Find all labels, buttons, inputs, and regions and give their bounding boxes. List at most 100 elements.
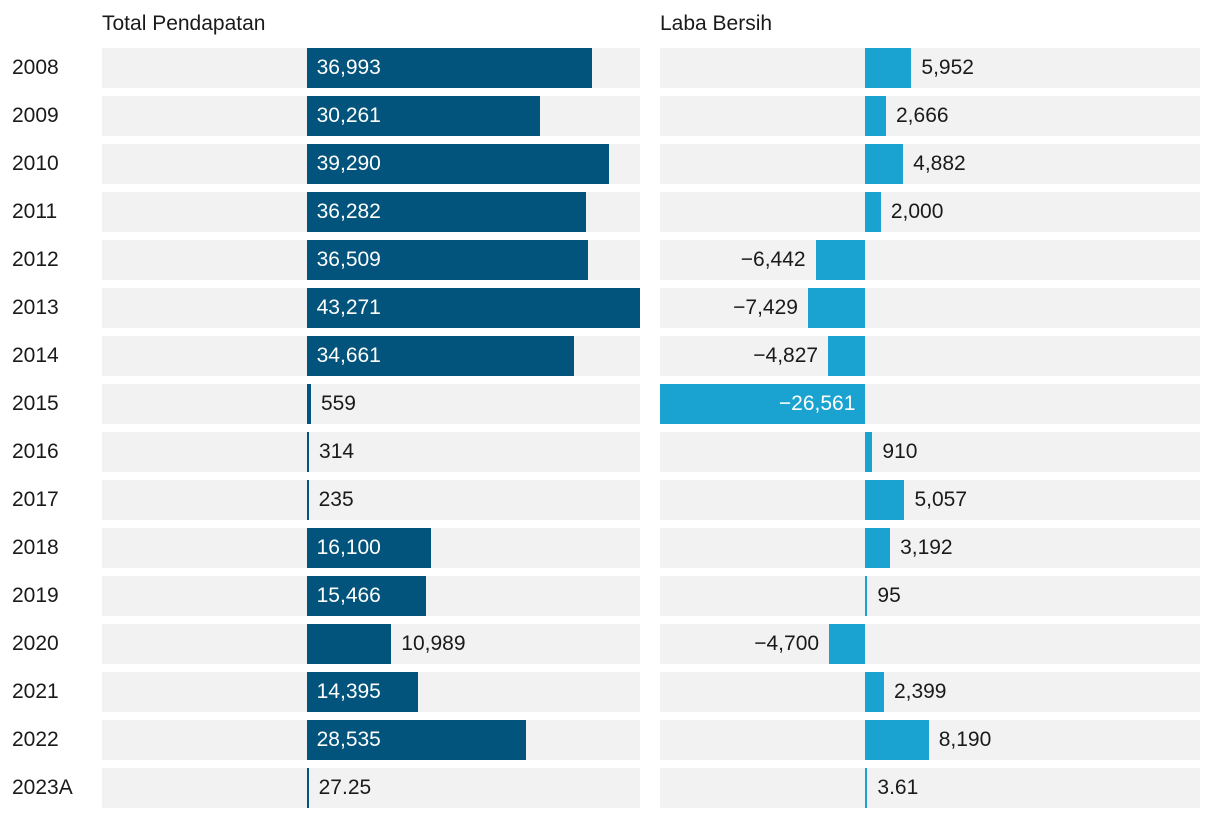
year-label: 2023A bbox=[12, 776, 73, 799]
bar-net-income bbox=[807, 288, 866, 328]
bar-revenue bbox=[306, 144, 610, 184]
data-label-net-income: 2,666 bbox=[896, 104, 949, 127]
data-label-revenue: 314 bbox=[319, 440, 355, 463]
data-label-revenue: 10,989 bbox=[401, 632, 466, 655]
track-net-income bbox=[660, 48, 1200, 88]
data-label-revenue: 559 bbox=[320, 392, 356, 415]
panel-title-net-income: Laba Bersih bbox=[660, 12, 773, 35]
year-label: 2012 bbox=[12, 248, 59, 271]
year-label: 2013 bbox=[12, 296, 59, 319]
bar-net-income bbox=[865, 720, 929, 760]
data-label-net-income: 3,192 bbox=[900, 536, 953, 559]
bar-net-income bbox=[865, 576, 868, 616]
data-label-revenue: 34,661 bbox=[316, 344, 381, 367]
track-revenue bbox=[102, 432, 640, 472]
data-label-net-income: 3.61 bbox=[877, 776, 919, 799]
bar-net-income bbox=[828, 336, 866, 376]
data-label-revenue: 39,290 bbox=[316, 152, 381, 175]
track-net-income bbox=[660, 576, 1200, 616]
bar-revenue bbox=[306, 480, 309, 520]
track-net-income bbox=[660, 672, 1200, 712]
data-label-revenue: 36,282 bbox=[316, 200, 381, 223]
bar-revenue bbox=[306, 768, 309, 808]
data-label-revenue: 36,509 bbox=[316, 248, 381, 271]
bar-revenue bbox=[306, 432, 310, 472]
track-net-income bbox=[660, 432, 1200, 472]
track-net-income bbox=[660, 720, 1200, 760]
bar-revenue bbox=[306, 288, 640, 328]
track-net-income bbox=[660, 192, 1200, 232]
bar-revenue bbox=[306, 624, 392, 664]
year-label: 2014 bbox=[12, 344, 59, 367]
year-label: 2020 bbox=[12, 632, 59, 655]
bar-net-income bbox=[865, 192, 881, 232]
bar-net-income bbox=[865, 528, 891, 568]
year-label: 2016 bbox=[12, 440, 59, 463]
data-label-net-income: −4,827 bbox=[753, 344, 819, 367]
track-revenue bbox=[102, 768, 640, 808]
data-label-revenue: 14,395 bbox=[316, 680, 381, 703]
bar-net-income bbox=[660, 384, 866, 424]
bar-net-income bbox=[865, 96, 886, 136]
bar-net-income bbox=[865, 144, 904, 184]
bar-net-income bbox=[865, 672, 884, 712]
track-net-income bbox=[660, 768, 1200, 808]
bar-revenue bbox=[306, 720, 527, 760]
year-label: 2022 bbox=[12, 728, 59, 751]
track-revenue bbox=[102, 384, 640, 424]
data-label-net-income: −4,700 bbox=[754, 632, 820, 655]
data-label-net-income: 8,190 bbox=[938, 728, 992, 751]
year-label: 2017 bbox=[12, 488, 59, 511]
bar-net-income bbox=[865, 768, 868, 808]
data-label-net-income: 2,399 bbox=[893, 680, 947, 703]
track-revenue bbox=[102, 480, 640, 520]
data-label-revenue: 16,100 bbox=[316, 536, 381, 559]
bar-net-income bbox=[815, 240, 866, 280]
panel-title-revenue: Total Pendapatan bbox=[102, 12, 266, 35]
data-label-revenue: 36,993 bbox=[316, 56, 381, 79]
data-label-revenue: 27.25 bbox=[318, 776, 372, 799]
year-label: 2021 bbox=[12, 680, 59, 703]
bar-net-income bbox=[829, 624, 866, 664]
data-label-net-income: 4,882 bbox=[913, 152, 966, 175]
year-label: 2009 bbox=[12, 104, 59, 127]
data-label-revenue: 235 bbox=[318, 488, 354, 511]
bar-revenue bbox=[306, 528, 431, 568]
track-net-income bbox=[660, 96, 1200, 136]
bar-revenue bbox=[306, 384, 311, 424]
bar-revenue bbox=[306, 192, 587, 232]
bar-revenue bbox=[306, 672, 418, 712]
year-label: 2011 bbox=[12, 200, 58, 223]
bar-revenue bbox=[306, 576, 426, 616]
year-label: 2008 bbox=[12, 56, 59, 79]
bar-net-income bbox=[865, 48, 912, 88]
data-label-net-income: 2,000 bbox=[890, 200, 944, 223]
bar-revenue bbox=[306, 336, 574, 376]
data-label-net-income: 5,952 bbox=[921, 56, 974, 79]
track-net-income bbox=[660, 144, 1200, 184]
year-label: 2019 bbox=[12, 584, 59, 607]
track-net-income bbox=[660, 528, 1200, 568]
bar-revenue bbox=[306, 48, 592, 88]
bar-net-income bbox=[865, 480, 905, 520]
year-label: 2010 bbox=[12, 152, 59, 175]
year-label: 2015 bbox=[12, 392, 59, 415]
data-label-net-income: −7,429 bbox=[733, 296, 798, 319]
data-label-revenue: 30,261 bbox=[316, 104, 381, 127]
data-label-net-income: −6,442 bbox=[740, 248, 806, 271]
data-label-revenue: 28,535 bbox=[316, 728, 381, 751]
data-label-revenue: 15,466 bbox=[316, 584, 381, 607]
data-label-net-income: 5,057 bbox=[914, 488, 968, 511]
bar-revenue bbox=[306, 240, 588, 280]
track-net-income bbox=[660, 624, 1200, 664]
year-label: 2018 bbox=[12, 536, 59, 559]
data-label-net-income: −26,561 bbox=[778, 392, 856, 415]
bar-revenue bbox=[306, 96, 540, 136]
track-net-income bbox=[660, 336, 1200, 376]
track-net-income bbox=[660, 288, 1200, 328]
bar-net-income bbox=[865, 432, 873, 472]
track-net-income bbox=[660, 240, 1200, 280]
data-label-revenue: 43,271 bbox=[316, 296, 381, 319]
track-net-income bbox=[660, 480, 1200, 520]
